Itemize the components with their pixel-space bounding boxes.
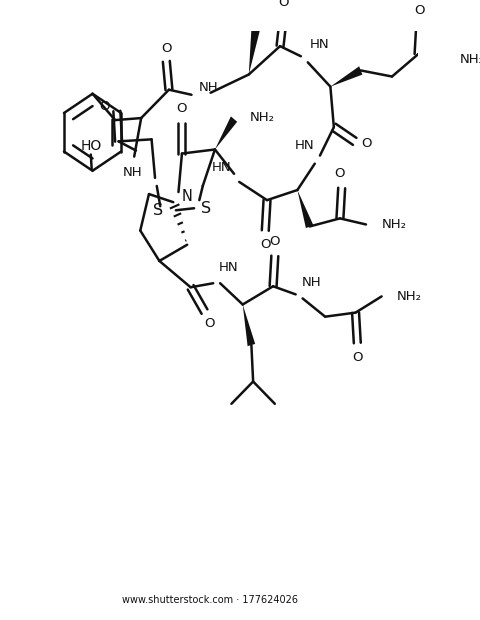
Text: NH: NH bbox=[123, 166, 142, 179]
Text: HN: HN bbox=[310, 38, 330, 51]
Text: O: O bbox=[278, 0, 289, 9]
Text: O: O bbox=[177, 102, 187, 115]
Text: NH₂: NH₂ bbox=[381, 218, 406, 231]
Text: NH: NH bbox=[301, 276, 321, 289]
Text: www.shutterstock.com · 177624026: www.shutterstock.com · 177624026 bbox=[122, 595, 298, 605]
Polygon shape bbox=[249, 28, 260, 74]
Text: O: O bbox=[161, 42, 171, 55]
Text: O: O bbox=[99, 100, 110, 113]
Text: S: S bbox=[154, 203, 164, 218]
Text: O: O bbox=[415, 4, 425, 17]
Text: NH₂: NH₂ bbox=[249, 110, 274, 123]
Polygon shape bbox=[330, 66, 362, 87]
Text: O: O bbox=[270, 235, 280, 248]
Text: O: O bbox=[361, 137, 372, 150]
Text: NH₂: NH₂ bbox=[459, 53, 480, 66]
Text: O: O bbox=[335, 167, 345, 180]
Text: S: S bbox=[201, 201, 211, 216]
Polygon shape bbox=[243, 304, 255, 346]
Text: O: O bbox=[352, 351, 362, 364]
Text: HN: HN bbox=[295, 139, 314, 152]
Text: NH: NH bbox=[199, 81, 219, 94]
Polygon shape bbox=[215, 117, 237, 149]
Text: HO: HO bbox=[80, 140, 101, 153]
Text: NH₂: NH₂ bbox=[397, 290, 422, 303]
Text: O: O bbox=[260, 238, 271, 251]
Text: HN: HN bbox=[212, 161, 232, 174]
Polygon shape bbox=[298, 190, 313, 228]
Text: HN: HN bbox=[219, 260, 239, 273]
Text: O: O bbox=[204, 317, 215, 330]
Text: N: N bbox=[182, 188, 192, 203]
